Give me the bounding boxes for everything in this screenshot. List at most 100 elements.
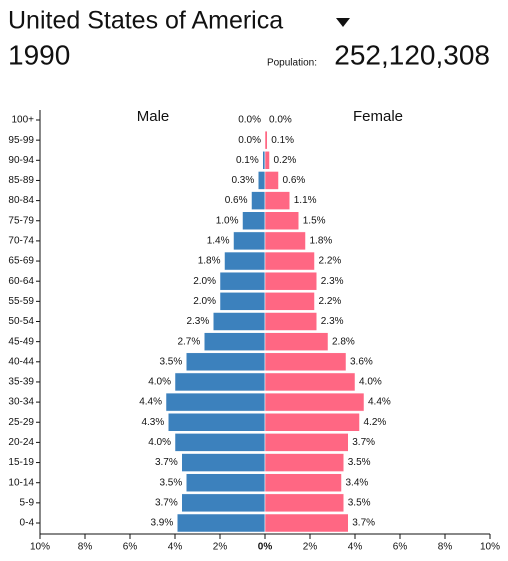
y-tick-label: 90-94 [8,155,34,166]
x-tick-label: 6% [123,542,138,553]
bar [186,473,266,492]
value-label: 1.1% [294,195,317,206]
value-label: 1.5% [303,215,326,226]
bar [264,312,317,331]
value-label: 2.7% [177,336,200,347]
y-tick-label: 65-69 [8,256,34,267]
x-tick-label: 4% [168,542,183,553]
series-label: Female [353,108,403,125]
value-label: 3.5% [159,477,182,488]
bar [174,433,266,452]
value-label: 3.5% [159,356,182,367]
bar [264,453,344,472]
value-label: 0.0% [269,115,292,126]
value-label: 3.7% [155,497,178,508]
value-label: 1.8% [310,236,333,247]
bar [165,392,266,412]
value-label: 1.0% [216,215,239,226]
y-tick-label: 70-74 [8,236,34,247]
y-tick-label: 0-4 [20,518,35,529]
value-label: 3.6% [350,356,373,367]
bar [213,312,266,331]
x-tick-label: 10% [30,542,50,553]
country-title[interactable]: United States of America [8,7,283,35]
value-label: 3.4% [346,477,369,488]
value-label: 4.0% [148,377,171,388]
value-label: 3.5% [348,497,371,508]
y-tick-label: 15-19 [8,457,34,468]
series-label: Male [137,108,170,125]
bar [174,372,266,392]
value-label: 0.3% [231,175,254,186]
population: 252,120,308 [334,39,490,70]
value-label: 4.3% [141,417,164,428]
value-label: 2.2% [319,296,342,307]
bar [264,130,268,150]
y-tick-label: 30-34 [8,397,34,408]
x-tick-label: 0% [258,542,273,553]
value-label: 2.8% [332,336,355,347]
bar [264,473,342,492]
bar [219,271,266,291]
bar [264,271,317,291]
bar [204,332,266,351]
value-label: 1.4% [207,236,230,247]
bar [262,151,266,170]
value-label: 3.9% [150,518,173,529]
value-label: 3.7% [352,437,375,448]
y-tick-label: 85-89 [8,175,34,186]
value-label: 0.1% [236,155,259,166]
bar [264,513,349,533]
bar [258,171,266,190]
x-tick-label: 8% [438,542,453,553]
bar [186,352,266,372]
value-label: 2.3% [321,316,344,327]
y-tick-label: 50-54 [8,316,34,327]
bar [168,413,266,432]
bar [224,251,266,271]
value-label: 2.3% [186,316,209,327]
value-label: 2.2% [319,256,342,267]
x-tick-label: 2% [213,542,228,553]
x-tick-label: 6% [393,542,408,553]
x-tick-label: 8% [78,542,93,553]
bar [264,191,290,210]
value-label: 3.5% [348,457,371,468]
bar [181,493,266,513]
bar [264,292,315,311]
bar [264,493,344,513]
y-tick-label: 60-64 [8,276,34,287]
bar [264,433,349,452]
y-tick-label: 25-29 [8,417,34,428]
value-label: 2.0% [193,276,216,287]
value-label: 0.6% [283,175,306,186]
value-label: 1.8% [198,256,221,267]
bar [177,513,266,533]
y-tick-label: 20-24 [8,437,34,448]
bar [264,251,315,271]
bar [233,231,266,251]
bar [264,372,356,392]
value-label: 4.4% [139,397,162,408]
bar [264,171,279,190]
y-tick-label: 95-99 [8,135,34,146]
bar [251,191,266,210]
y-tick-label: 75-79 [8,215,34,226]
y-tick-label: 80-84 [8,195,34,206]
value-label: 0.6% [225,195,248,206]
bar [219,292,266,311]
dropdown-arrow[interactable] [336,18,350,27]
x-tick-label: 10% [480,542,500,553]
bar [264,332,329,351]
y-tick-label: 100+ [11,115,34,126]
bar [264,413,360,432]
value-label: 4.0% [359,377,382,388]
bar [264,352,347,372]
value-label: 2.3% [321,276,344,287]
y-tick-label: 55-59 [8,296,34,307]
value-label: 4.2% [364,417,387,428]
value-label: 0.0% [238,135,261,146]
y-tick-label: 10-14 [8,477,34,488]
bar [181,453,266,472]
y-tick-label: 35-39 [8,377,34,388]
